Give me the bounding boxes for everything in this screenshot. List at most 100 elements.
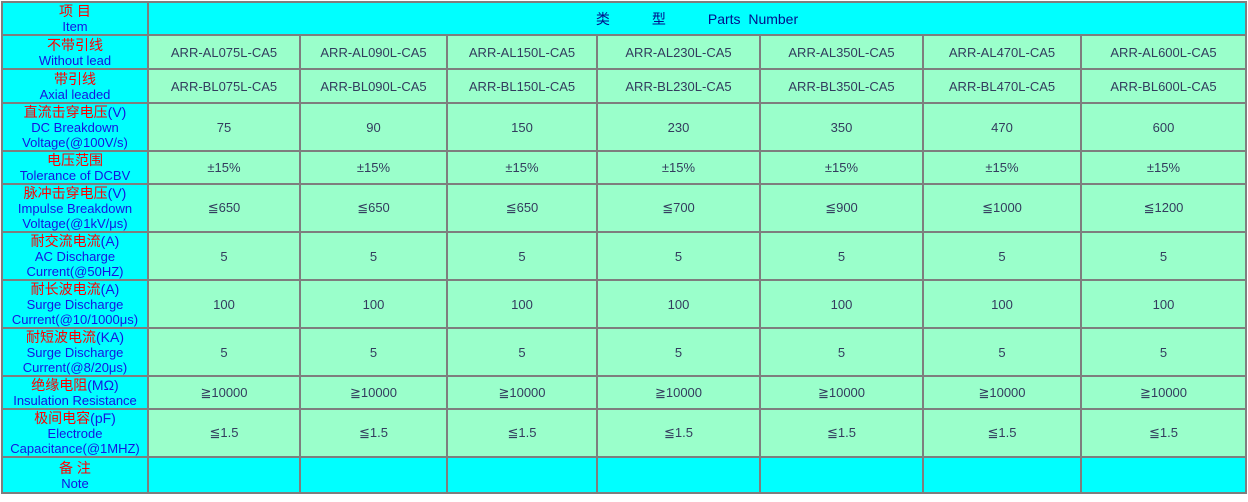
label-zh: 绝缘电阻 xyxy=(31,377,88,393)
value-cell: 5 xyxy=(446,231,598,281)
note-empty-cell xyxy=(446,456,598,494)
value-cell: ≦1.5 xyxy=(759,408,924,458)
row-header-item: 项 目 Item xyxy=(1,1,149,36)
value-cell: 230 xyxy=(596,102,761,152)
table-row: 项 目 Item 类 型 Parts Number xyxy=(1,1,1247,36)
value-cell: 5 xyxy=(147,327,301,377)
label-zh: 极间电容 xyxy=(34,410,91,426)
parts-number-header: 类 型 Parts Number xyxy=(147,1,1247,36)
label-en: Tolerance of DCBV xyxy=(19,168,131,183)
value-cell: 100 xyxy=(299,279,448,329)
value-cell: 100 xyxy=(596,279,761,329)
value-cell: 100 xyxy=(147,279,301,329)
value-cell: 90 xyxy=(299,102,448,152)
value-cell: 5 xyxy=(1080,327,1247,377)
table-row: 电压范围 Tolerance of DCBV ±15% ±15% ±15% ±1… xyxy=(1,150,1247,185)
value-cell: 5 xyxy=(759,231,924,281)
label-en: Electrode Capacitance(@1MHZ) xyxy=(10,426,140,456)
row-label-electrode-capacitance: 极间电容(pF) Electrode Capacitance(@1MHZ) xyxy=(1,408,149,458)
table-row: 脉冲击穿电压(V) Impulse Breakdown Voltage(@1kV… xyxy=(1,183,1247,233)
value-cell: ±15% xyxy=(596,150,761,185)
value-cell: ≦1.5 xyxy=(147,408,301,458)
row-label-insulation-resistance: 绝缘电阻(MΩ) Insulation Resistance xyxy=(1,375,149,410)
value-cell: ≦650 xyxy=(147,183,301,233)
row-label-dc-breakdown: 直流击穿电压(V) DC Breakdown Voltage(@100V/s) xyxy=(1,102,149,152)
value-cell: ARR-BL075L-CA5 xyxy=(147,68,301,104)
note-empty-cell xyxy=(1080,456,1247,494)
value-cell: ≦700 xyxy=(596,183,761,233)
label-unit: (A) xyxy=(100,281,120,297)
label-zh: 脉冲击穿电压 xyxy=(23,185,108,201)
row-label-tolerance: 电压范围 Tolerance of DCBV xyxy=(1,150,149,185)
table-row: 耐长波电流(A) Surge Discharge Current(@10/100… xyxy=(1,279,1247,329)
value-cell: ARR-BL230L-CA5 xyxy=(596,68,761,104)
label-en: Note xyxy=(61,475,89,491)
value-cell: ≧10000 xyxy=(596,375,761,410)
label-en: AC Discharge Current(@50HZ) xyxy=(26,249,124,279)
label-en: Surge Discharge Current(@8/20μs) xyxy=(22,345,128,375)
label-zh: 备 注 xyxy=(59,459,91,476)
table-row: 绝缘电阻(MΩ) Insulation Resistance ≧10000 ≧1… xyxy=(1,375,1247,410)
value-cell: 100 xyxy=(446,279,598,329)
label-zh: 电压范围 xyxy=(47,152,103,168)
value-cell: 5 xyxy=(446,327,598,377)
label-en: Impulse Breakdown Voltage(@1kV/μs) xyxy=(17,201,133,231)
value-cell: 75 xyxy=(147,102,301,152)
value-cell: ≦1.5 xyxy=(299,408,448,458)
label-en: Axial leaded xyxy=(39,86,111,102)
row-label-note: 备 注 Note xyxy=(1,456,149,494)
value-cell: 150 xyxy=(446,102,598,152)
value-cell: ≦1200 xyxy=(1080,183,1247,233)
value-cell: 5 xyxy=(759,327,924,377)
value-cell: 5 xyxy=(922,327,1082,377)
table-row: 耐短波电流(KA) Surge Discharge Current(@8/20μ… xyxy=(1,327,1247,377)
row-label-impulse-breakdown: 脉冲击穿电压(V) Impulse Breakdown Voltage(@1kV… xyxy=(1,183,149,233)
value-cell: 350 xyxy=(759,102,924,152)
value-cell: ≦650 xyxy=(446,183,598,233)
table-row: 不带引线 Without lead ARR-AL075L-CA5 ARR-AL0… xyxy=(1,34,1247,70)
row-label-without-lead: 不带引线 Without lead xyxy=(1,34,149,70)
label-en: Insulation Resistance xyxy=(13,393,137,408)
value-cell: ≦1000 xyxy=(922,183,1082,233)
value-cell: ARR-BL150L-CA5 xyxy=(446,68,598,104)
value-cell: 5 xyxy=(299,327,448,377)
value-cell: ≦1.5 xyxy=(1080,408,1247,458)
value-cell: 5 xyxy=(299,231,448,281)
note-empty-cell xyxy=(596,456,761,494)
value-cell: ±15% xyxy=(759,150,924,185)
row-label-axial-leaded: 带引线 Axial leaded xyxy=(1,68,149,104)
label-en: Surge Discharge Current(@10/1000μs) xyxy=(11,297,139,327)
label-unit: (KA) xyxy=(96,329,124,345)
label-unit: (MΩ) xyxy=(87,377,119,393)
table-row: 极间电容(pF) Electrode Capacitance(@1MHZ) ≦1… xyxy=(1,408,1247,458)
value-cell: 5 xyxy=(922,231,1082,281)
value-cell: ≧10000 xyxy=(446,375,598,410)
value-cell: ARR-AL075L-CA5 xyxy=(147,34,301,70)
label-en: Without lead xyxy=(38,52,112,68)
value-cell: ±15% xyxy=(922,150,1082,185)
value-cell: ARR-BL090L-CA5 xyxy=(299,68,448,104)
value-cell: ±15% xyxy=(147,150,301,185)
value-cell: ARR-AL150L-CA5 xyxy=(446,34,598,70)
label-zh: 不带引线 xyxy=(47,36,103,53)
value-cell: 5 xyxy=(596,231,761,281)
table-row: 耐交流电流(A) AC Discharge Current(@50HZ) 5 5… xyxy=(1,231,1247,281)
value-cell: ≦650 xyxy=(299,183,448,233)
value-cell: ≧10000 xyxy=(299,375,448,410)
value-cell: 470 xyxy=(922,102,1082,152)
label-zh: 带引线 xyxy=(54,70,96,87)
value-cell: ARR-AL230L-CA5 xyxy=(596,34,761,70)
value-cell: ≧10000 xyxy=(147,375,301,410)
value-cell: ARR-AL600L-CA5 xyxy=(1080,34,1247,70)
row-label-ac-discharge: 耐交流电流(A) AC Discharge Current(@50HZ) xyxy=(1,231,149,281)
note-empty-cell xyxy=(147,456,301,494)
value-cell: ARR-BL350L-CA5 xyxy=(759,68,924,104)
value-cell: 5 xyxy=(147,231,301,281)
value-cell: 100 xyxy=(1080,279,1247,329)
label-zh: 耐短波电流 xyxy=(26,329,96,345)
row-label-surge-short-wave: 耐短波电流(KA) Surge Discharge Current(@8/20μ… xyxy=(1,327,149,377)
value-cell: ±15% xyxy=(299,150,448,185)
label-unit: (V) xyxy=(107,185,127,201)
label-unit: (A) xyxy=(100,233,120,249)
